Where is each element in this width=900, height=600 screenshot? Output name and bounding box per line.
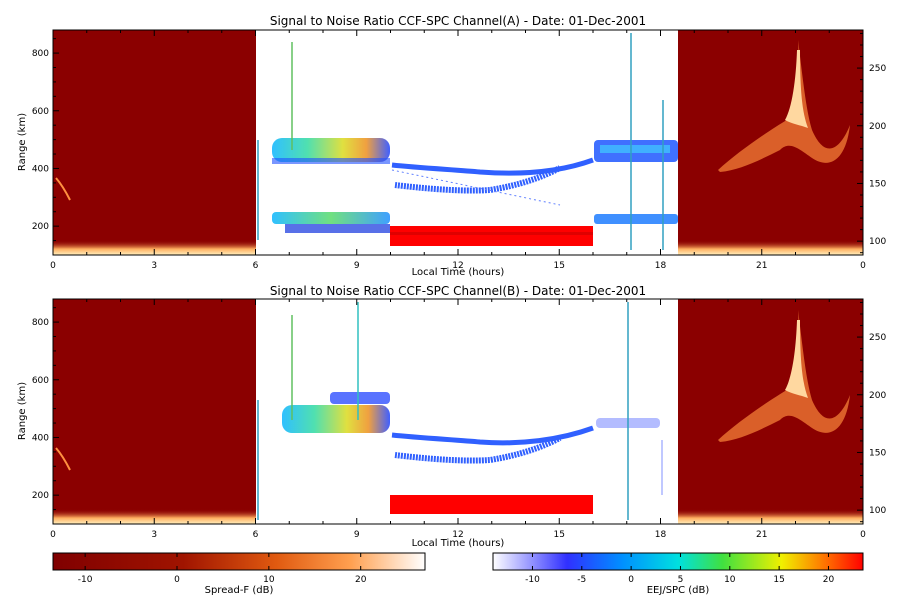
x-tick-label: 9 — [354, 530, 360, 540]
y-tick-label: 200 — [32, 222, 49, 232]
colorbar-tick-label: 15 — [773, 575, 784, 585]
colorbar-tick-label: 20 — [355, 575, 367, 585]
x-tick-label: 12 — [452, 261, 463, 271]
x-tick-label: 0 — [50, 261, 56, 271]
y2-tick-label: 200 — [869, 122, 886, 132]
y-tick-label: 600 — [32, 376, 49, 386]
panel-b-bottom-echo-right — [678, 509, 863, 524]
panel-a-dense-echo-streak — [390, 232, 593, 235]
x-tick-label: 0 — [50, 530, 56, 540]
spread-f-colorbar: -10 0 10 20 Spread-F (dB) — [52, 552, 426, 596]
spread-f-colorbar-label: Spread-F (dB) — [205, 585, 274, 596]
y-tick-label: 800 — [32, 318, 49, 328]
panel-b-echo-trace-left — [55, 447, 71, 471]
colorbar-tick-label: 0 — [174, 575, 180, 585]
colorbar-tick-label: 20 — [823, 575, 835, 585]
panel-b-y-axis-left: 200 400 600 800 — [32, 307, 59, 525]
y-tick-label: 600 — [32, 107, 49, 117]
panel-b-x-axis: 0 3 6 9 12 15 18 21 0 — [50, 299, 866, 540]
y-tick-label: 400 — [32, 433, 49, 443]
panel-a-xlabel: Local Time (hours) — [412, 267, 505, 278]
y2-tick-label: 250 — [869, 64, 886, 74]
x-tick-label: 18 — [655, 261, 667, 271]
panel-b-descending-trace — [391, 425, 594, 446]
y2-tick-label: 150 — [869, 448, 886, 458]
panel-a-spread-f-plume — [718, 40, 850, 172]
panel-a-f-layer-fringe — [272, 158, 390, 164]
x-tick-label: 15 — [554, 261, 565, 271]
x-tick-label: 0 — [860, 261, 866, 271]
panel-b-spread-f-plume — [718, 310, 850, 442]
colorbar-tick-label: 5 — [678, 575, 684, 585]
x-tick-label: 21 — [756, 530, 767, 540]
y2-tick-label: 100 — [869, 506, 886, 516]
x-tick-label: 12 — [452, 530, 463, 540]
panel-a-evening-f-core — [600, 145, 670, 153]
panel-b: Signal to Noise Ratio CCF-SPC Channel(B)… — [17, 284, 886, 549]
eej-spc-colorbar-ticks: -10 -5 0 5 10 15 20 — [525, 553, 834, 585]
panel-a-bottom-echo-right — [678, 240, 863, 255]
panel-a-ylabel: Range (km) — [17, 113, 28, 171]
x-tick-label: 15 — [554, 530, 565, 540]
panel-b-dense-echo — [390, 495, 593, 514]
eej-spc-colorbar: -10 -5 0 5 10 15 20 EEJ/SPC (dB) — [492, 552, 864, 596]
panel-a-spread-f-core — [785, 50, 808, 128]
panel-a-e-layer-fringe — [285, 224, 390, 233]
panel-a: Signal to Noise Ratio CCF-SPC Channel(A)… — [17, 14, 886, 278]
spread-f-colorbar-gradient — [52, 552, 426, 571]
y2-tick-label: 200 — [869, 391, 886, 401]
panel-a-evening-e-echo — [594, 214, 678, 224]
panel-a-x-axis: 0 3 6 9 12 15 18 21 0 — [50, 30, 866, 271]
y2-tick-label: 150 — [869, 179, 886, 189]
panel-b-title: Signal to Noise Ratio CCF-SPC Channel(B)… — [270, 284, 646, 298]
y2-tick-label: 250 — [869, 333, 886, 343]
panel-b-f-layer-fringe — [330, 392, 390, 404]
colorbar-tick-label: 10 — [263, 575, 275, 585]
panel-b-f-layer-echo — [282, 405, 390, 433]
panel-b-ylabel: Range (km) — [17, 382, 28, 440]
panel-a-echo-trace-left — [55, 177, 71, 201]
x-tick-label: 3 — [151, 261, 157, 271]
panel-a-descending-trace — [391, 157, 594, 176]
panel-a-e-layer-echo — [272, 212, 390, 224]
colorbar-tick-label: -5 — [577, 575, 586, 585]
panel-b-spread-f-core — [785, 320, 808, 398]
panel-b-y-axis-right: 100 150 200 250 — [857, 301, 886, 523]
panel-a-lower-trace — [394, 165, 562, 194]
panel-a-night-left — [53, 30, 256, 255]
colorbar-tick-label: 0 — [628, 575, 634, 585]
x-tick-label: 21 — [756, 261, 767, 271]
y2-tick-label: 100 — [869, 237, 886, 247]
panel-a-y-axis-right: 100 150 200 250 — [857, 32, 886, 254]
x-tick-label: 0 — [860, 530, 866, 540]
x-tick-label: 3 — [151, 530, 157, 540]
y-tick-label: 800 — [32, 49, 49, 59]
panel-b-night-left — [53, 299, 256, 524]
y-tick-label: 200 — [32, 491, 49, 501]
panel-a-dotted-trace — [391, 169, 561, 206]
colorbar-tick-label: -10 — [525, 575, 540, 585]
x-tick-label: 9 — [354, 261, 360, 271]
x-tick-label: 6 — [253, 261, 259, 271]
spread-f-colorbar-ticks: -10 0 10 20 — [78, 553, 367, 585]
x-tick-label: 18 — [655, 530, 667, 540]
panel-a-title: Signal to Noise Ratio CCF-SPC Channel(A)… — [270, 14, 646, 28]
panel-a-f-layer-echo — [272, 138, 390, 162]
y-tick-label: 400 — [32, 164, 49, 174]
panel-a-y-axis-left: 200 400 600 800 — [32, 38, 59, 256]
panel-a-dense-echo — [390, 226, 593, 246]
panel-b-lower-trace — [394, 435, 562, 464]
x-tick-label: 6 — [253, 530, 259, 540]
colorbar-tick-label: 10 — [724, 575, 736, 585]
panel-a-bottom-echo-left — [53, 240, 256, 255]
colorbar-tick-label: -10 — [78, 575, 93, 585]
eej-spc-colorbar-gradient — [492, 552, 864, 571]
eej-spc-colorbar-label: EEJ/SPC (dB) — [647, 585, 710, 596]
panel-b-bottom-echo-left — [53, 509, 256, 524]
panel-b-xlabel: Local Time (hours) — [412, 538, 505, 549]
